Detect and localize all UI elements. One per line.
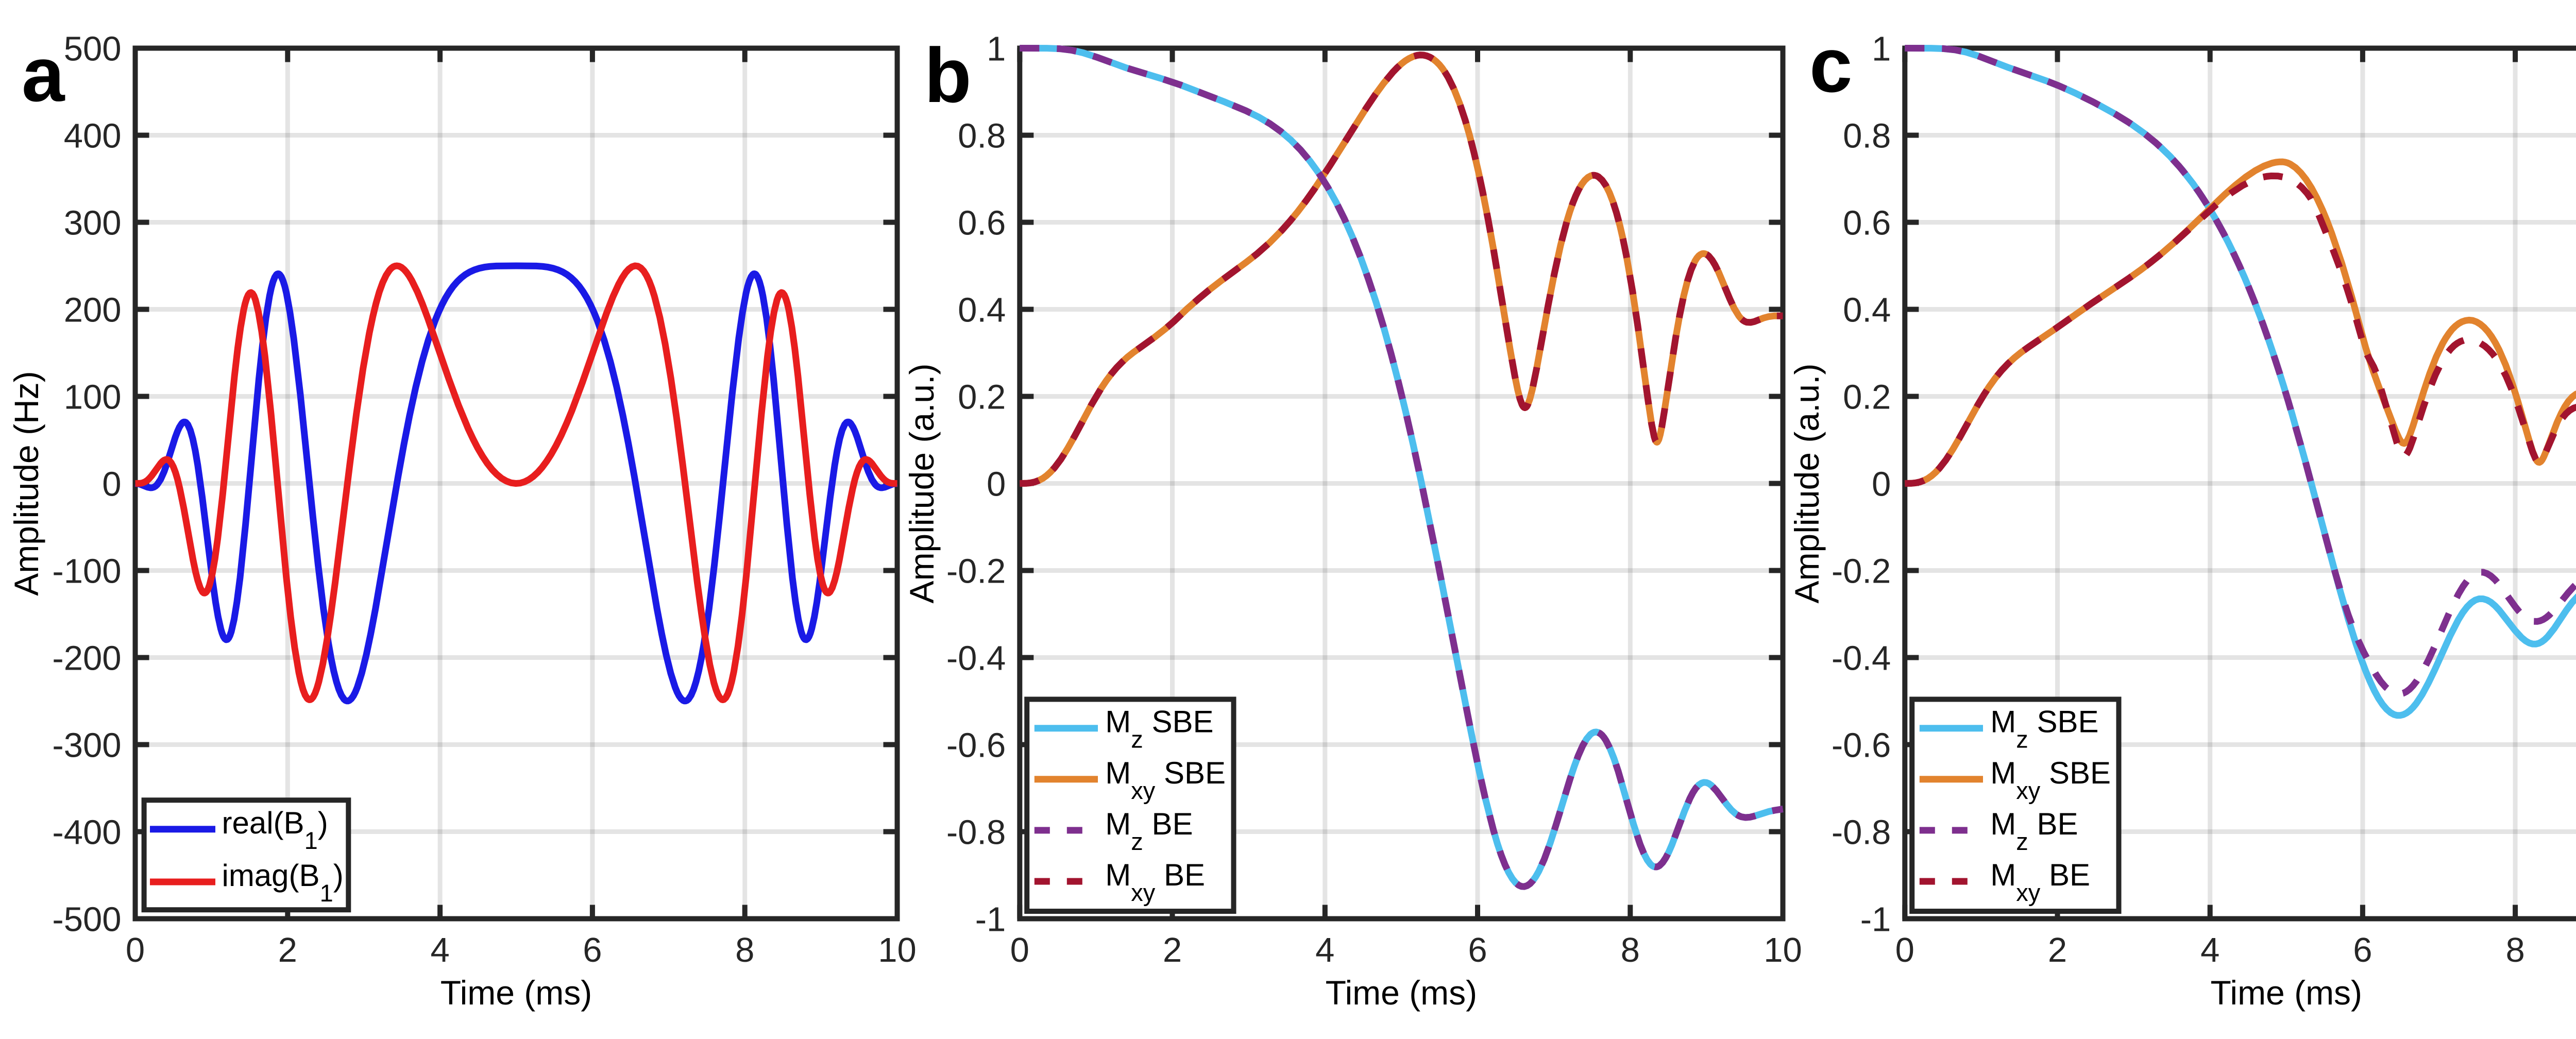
- svg-text:0.8: 0.8: [1843, 117, 1891, 156]
- svg-text:-0.6: -0.6: [1832, 726, 1891, 765]
- svg-text:-1: -1: [975, 900, 1006, 939]
- svg-text:0.8: 0.8: [958, 117, 1006, 156]
- svg-text:2: 2: [1163, 931, 1182, 969]
- svg-text:2: 2: [2048, 931, 2067, 969]
- svg-text:8: 8: [2505, 931, 2524, 969]
- svg-text:-0.6: -0.6: [946, 726, 1006, 765]
- svg-text:0.6: 0.6: [958, 204, 1006, 243]
- svg-text:4: 4: [1315, 931, 1334, 969]
- svg-text:0: 0: [126, 931, 145, 969]
- svg-text:8: 8: [1621, 931, 1640, 969]
- svg-text:-200: -200: [52, 639, 121, 678]
- svg-text:6: 6: [583, 931, 602, 969]
- svg-text:-0.8: -0.8: [1832, 813, 1891, 852]
- svg-text:-500: -500: [52, 900, 121, 939]
- svg-text:6: 6: [1468, 931, 1487, 969]
- svg-text:0.2: 0.2: [1843, 378, 1891, 417]
- svg-text:-300: -300: [52, 726, 121, 765]
- svg-text:4: 4: [430, 931, 449, 969]
- svg-text:b: b: [924, 32, 972, 118]
- svg-text:10: 10: [1764, 931, 1802, 969]
- svg-text:a: a: [22, 31, 65, 117]
- svg-text:10: 10: [878, 931, 917, 969]
- svg-text:0.4: 0.4: [958, 291, 1006, 330]
- svg-text:400: 400: [64, 117, 122, 156]
- svg-text:-0.2: -0.2: [946, 552, 1006, 591]
- svg-text:-0.8: -0.8: [946, 813, 1006, 852]
- svg-text:0.4: 0.4: [1843, 291, 1891, 330]
- svg-text:0: 0: [1010, 931, 1029, 969]
- svg-text:6: 6: [2353, 931, 2372, 969]
- svg-text:0: 0: [987, 465, 1006, 504]
- svg-text:Time (ms): Time (ms): [440, 974, 592, 1012]
- svg-text:-100: -100: [52, 552, 121, 591]
- svg-text:300: 300: [64, 204, 122, 243]
- svg-text:-400: -400: [52, 813, 121, 852]
- svg-text:Mxy BE: Mxy BE: [1105, 858, 1205, 906]
- svg-text:0: 0: [1895, 931, 1914, 969]
- svg-text:Amplitude (a.u.): Amplitude (a.u.): [1788, 364, 1826, 604]
- svg-text:2: 2: [278, 931, 297, 969]
- svg-text:Time (ms): Time (ms): [2211, 974, 2363, 1012]
- svg-text:0.2: 0.2: [958, 378, 1006, 417]
- svg-text:4: 4: [2200, 931, 2219, 969]
- svg-text:-1: -1: [1860, 900, 1891, 939]
- svg-text:c: c: [1809, 22, 1852, 108]
- svg-text:-0.4: -0.4: [946, 639, 1006, 678]
- svg-text:-0.2: -0.2: [1832, 552, 1891, 591]
- svg-text:100: 100: [64, 378, 122, 417]
- svg-text:0.6: 0.6: [1843, 204, 1891, 243]
- svg-text:Time (ms): Time (ms): [1326, 974, 1478, 1012]
- svg-text:0: 0: [102, 465, 121, 504]
- svg-text:500: 500: [64, 30, 122, 69]
- svg-text:1: 1: [987, 30, 1006, 69]
- svg-text:1: 1: [1872, 30, 1891, 69]
- svg-text:0: 0: [1872, 465, 1891, 504]
- svg-text:200: 200: [64, 291, 122, 330]
- svg-text:Amplitude (a.u.): Amplitude (a.u.): [903, 364, 941, 604]
- svg-text:Amplitude (Hz): Amplitude (Hz): [7, 371, 45, 595]
- svg-text:-0.4: -0.4: [1832, 639, 1891, 678]
- svg-text:8: 8: [735, 931, 754, 969]
